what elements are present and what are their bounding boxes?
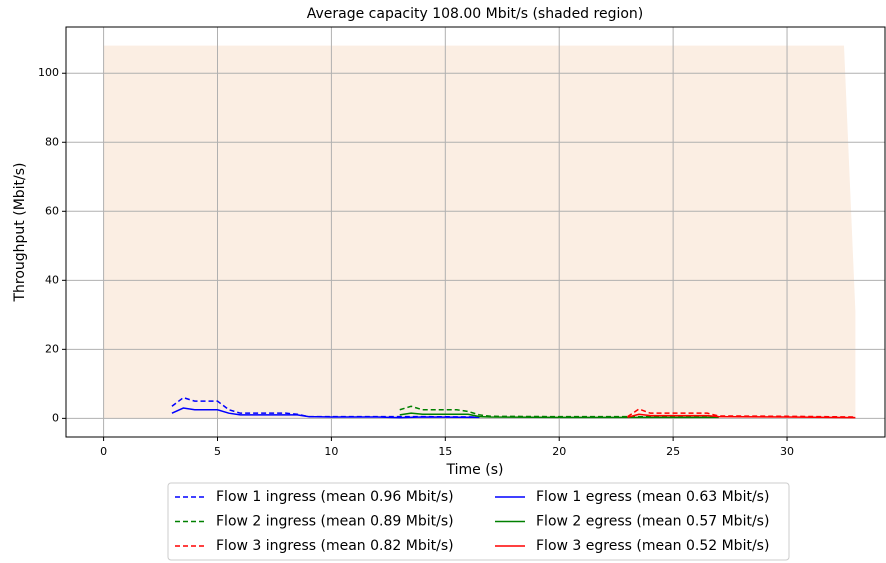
series-line	[627, 413, 856, 419]
legend-label: Flow 3 ingress (mean 0.82 Mbit/s)	[216, 538, 454, 554]
series-line	[171, 407, 480, 419]
y-tick-label: 60	[45, 204, 59, 217]
x-tick-label: 30	[780, 445, 794, 458]
x-tick-label: 25	[666, 445, 680, 458]
legend-label: Flow 1 egress (mean 0.63 Mbit/s)	[536, 489, 769, 505]
chart-title: Average capacity 108.00 Mbit/s (shaded r…	[307, 6, 644, 22]
capacity-area	[103, 45, 856, 419]
y-tick-label: 20	[45, 342, 59, 355]
y-axis-label: Throughput (Mbit/s)	[12, 162, 28, 302]
y-tick-label: 100	[38, 66, 59, 79]
x-tick-label: 0	[100, 445, 107, 458]
legend-label: Flow 1 ingress (mean 0.96 Mbit/s)	[216, 489, 454, 505]
plot-frame	[65, 26, 886, 438]
legend-label: Flow 2 ingress (mean 0.89 Mbit/s)	[216, 514, 454, 530]
y-tick-label: 0	[52, 411, 59, 424]
legend-box	[167, 482, 790, 561]
x-tick-label: 20	[552, 445, 566, 458]
y-tick-label: 80	[45, 135, 59, 148]
x-tick-label: 15	[438, 445, 452, 458]
x-axis-label: Time (s)	[446, 462, 504, 478]
legend-label: Flow 3 egress (mean 0.52 Mbit/s)	[536, 538, 769, 554]
legend: Flow 1 ingress (mean 0.96 Mbit/s) Flow 2 …	[167, 482, 790, 561]
y-tick-label: 40	[45, 273, 59, 286]
x-tick-label: 5	[214, 445, 221, 458]
legend-label: Flow 2 egress (mean 0.57 Mbit/s)	[536, 514, 769, 530]
series-line	[399, 412, 719, 419]
x-tick-label: 10	[324, 445, 338, 458]
